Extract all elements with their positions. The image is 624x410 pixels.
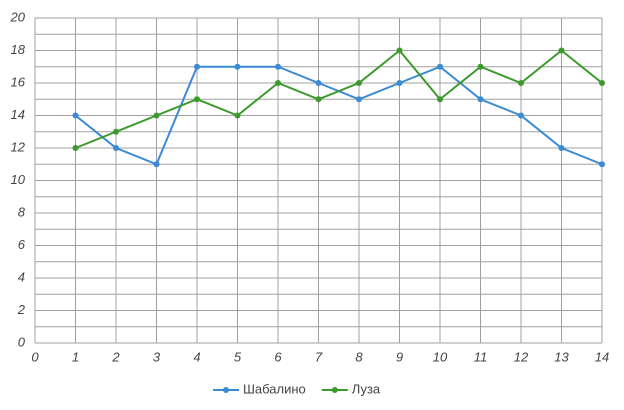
point	[315, 80, 322, 86]
point	[356, 80, 362, 86]
point	[275, 80, 281, 86]
y-tick-label: 18	[11, 42, 26, 57]
legend-marker	[331, 387, 338, 393]
y-tick-label: 8	[18, 204, 26, 219]
point	[234, 112, 241, 119]
point	[356, 96, 362, 103]
y-tick-label: 12	[11, 139, 26, 154]
point	[477, 96, 484, 103]
x-tick-label: 10	[433, 349, 448, 364]
point	[194, 96, 200, 103]
point	[599, 161, 605, 168]
legend-label: Луза	[352, 381, 381, 396]
point	[558, 47, 565, 54]
point	[518, 112, 524, 119]
x-tick-label: 12	[514, 349, 529, 364]
point	[396, 80, 403, 86]
legend-label: Шабалино	[243, 381, 306, 396]
y-tick-label: 4	[18, 269, 25, 284]
point	[113, 145, 119, 151]
point	[518, 80, 524, 86]
y-tick-label: 0	[18, 334, 26, 349]
point	[396, 47, 403, 54]
x-tick-label: 8	[355, 349, 363, 364]
x-tick-label: 11	[474, 349, 488, 364]
point	[437, 63, 443, 70]
point	[72, 145, 79, 151]
x-tick-label: 2	[111, 349, 120, 364]
x-tick-label: 13	[554, 349, 569, 364]
x-tick-label: 6	[274, 349, 282, 364]
point	[477, 63, 484, 70]
point	[599, 80, 605, 86]
series-line	[75, 49, 603, 149]
x-tick-label: 1	[72, 349, 79, 364]
point	[113, 128, 119, 135]
x-tick-label: 9	[396, 349, 403, 364]
x-tick-label: 14	[595, 349, 609, 364]
point	[234, 63, 241, 70]
y-tick-label: 10	[11, 172, 26, 187]
x-tick-label: 3	[153, 349, 161, 364]
x-tick-label: 5	[234, 349, 242, 364]
y-tick-label: 2	[17, 302, 26, 317]
point	[153, 112, 160, 119]
y-tick-label: 6	[18, 237, 26, 252]
x-tick-label: 4	[193, 349, 200, 364]
point	[72, 112, 79, 119]
point	[558, 145, 565, 151]
legend-marker	[223, 387, 229, 393]
point	[194, 63, 200, 70]
x-tick-label: 0	[31, 349, 39, 364]
point	[153, 161, 160, 168]
y-tick-label: 16	[11, 74, 26, 89]
y-tick-label: 20	[10, 9, 26, 24]
x-tick-label: 7	[315, 349, 323, 364]
point	[437, 96, 443, 103]
y-tick-label: 14	[11, 107, 25, 122]
point	[275, 63, 281, 70]
point	[315, 96, 322, 103]
